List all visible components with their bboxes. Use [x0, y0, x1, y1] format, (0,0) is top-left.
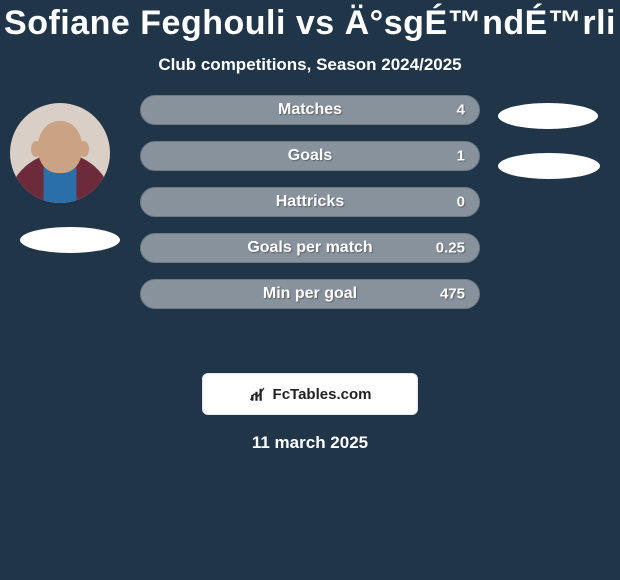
- stat-bar: Matches 4: [140, 95, 480, 125]
- stat-value: 1: [457, 148, 465, 165]
- stat-label: Goals: [288, 147, 332, 165]
- stat-label: Hattricks: [276, 193, 344, 211]
- page-title: Sofiane Feghouli vs Ä°sgÉ™ndÉ™rli: [0, 0, 620, 43]
- stat-label: Matches: [278, 101, 342, 119]
- stat-value: 0: [457, 194, 465, 211]
- stat-bar: Min per goal 475: [140, 279, 480, 309]
- date-label: 11 march 2025: [0, 433, 620, 453]
- attribution-label: FcTables.com: [273, 386, 372, 403]
- stat-value: 0.25: [436, 240, 465, 257]
- stat-value: 4: [457, 102, 465, 119]
- stats-bars: Matches 4 Goals 1 Hattricks 0 Goals per match 0…: [140, 95, 480, 325]
- stat-value: 475: [440, 286, 465, 303]
- stat-label: Min per goal: [263, 285, 357, 303]
- attribution-box: FcTables.com: [202, 373, 418, 415]
- stat-bar: Goals per match 0.25: [140, 233, 480, 263]
- stat-label: Goals per match: [247, 239, 372, 257]
- subtitle: Club competitions, Season 2024/2025: [0, 55, 620, 75]
- stat-bar: Goals 1: [140, 141, 480, 171]
- comparison-area: Matches 4 Goals 1 Hattricks 0 Goals per match 0…: [0, 103, 620, 363]
- stat-bar: Hattricks 0: [140, 187, 480, 217]
- player1-avatar: [10, 103, 110, 203]
- player1-name-pill: [20, 227, 120, 253]
- player2-name-pill: [498, 153, 600, 179]
- chart-icon: [249, 385, 267, 403]
- player2-avatar-pill: [498, 103, 598, 129]
